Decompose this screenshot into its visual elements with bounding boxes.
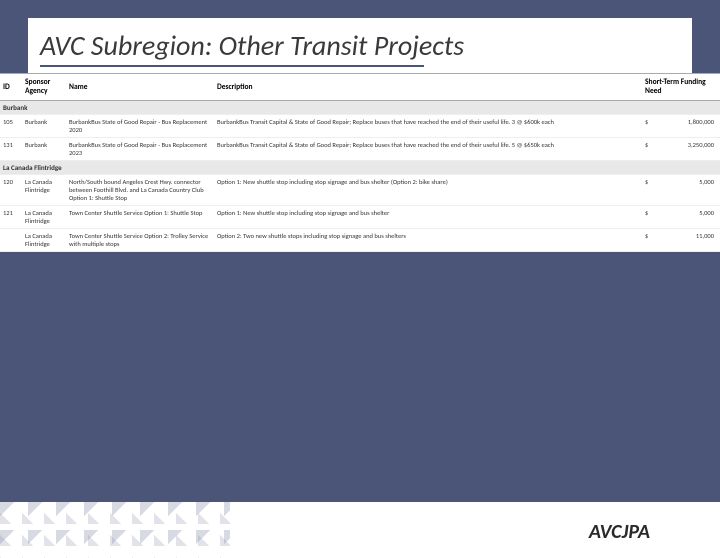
cell-id: 121 bbox=[0, 206, 22, 229]
cell-currency: $ bbox=[642, 138, 652, 161]
footer-label: AVCJPA bbox=[589, 520, 650, 544]
col-header-id: ID bbox=[0, 74, 22, 101]
table-row: 105BurbankBurbankBus State of Good Repai… bbox=[0, 115, 720, 138]
cell-amount: 5,000 bbox=[652, 175, 720, 206]
cell-currency: $ bbox=[642, 115, 652, 138]
title-area: AVC Subregion: Other Transit Projects bbox=[28, 18, 692, 73]
col-header-fund: Short-Term Funding Need bbox=[642, 74, 720, 101]
cell-id: 120 bbox=[0, 175, 22, 206]
cell-agency: Burbank bbox=[22, 115, 66, 138]
cell-name: North/South bound Angeles Crest Hwy. con… bbox=[66, 175, 214, 206]
cell-desc: BurbankBus Transit Capital & State of Go… bbox=[214, 138, 642, 161]
cell-currency: $ bbox=[642, 229, 652, 252]
col-header-name: Name bbox=[66, 74, 214, 101]
group-row: Burbank bbox=[0, 101, 720, 115]
projects-table: ID Sponsor Agency Name Description Short… bbox=[0, 73, 720, 252]
table-row: 120La Canada FlintridgeNorth/South bound… bbox=[0, 175, 720, 206]
cell-id: 131 bbox=[0, 138, 22, 161]
cell-agency: La Canada Flintridge bbox=[22, 206, 66, 229]
group-row: La Canada Flintridge bbox=[0, 161, 720, 175]
table-row: 121La Canada FlintridgeTown Center Shutt… bbox=[0, 206, 720, 229]
cell-amount: 11,000 bbox=[652, 229, 720, 252]
col-header-agency: Sponsor Agency bbox=[22, 74, 66, 101]
cell-agency: La Canada Flintridge bbox=[22, 175, 66, 206]
title-underline bbox=[40, 65, 424, 67]
cell-amount: 1,800,000 bbox=[652, 115, 720, 138]
col-header-desc: Description bbox=[214, 74, 642, 101]
footer-decoration bbox=[0, 502, 230, 558]
page-title: AVC Subregion: Other Transit Projects bbox=[40, 28, 680, 63]
cell-id bbox=[0, 229, 22, 252]
cell-currency: $ bbox=[642, 206, 652, 229]
cell-id: 105 bbox=[0, 115, 22, 138]
cell-amount: 5,000 bbox=[652, 206, 720, 229]
footer: AVCJPA bbox=[0, 502, 720, 558]
cell-amount: 3,250,000 bbox=[652, 138, 720, 161]
table-header-row: ID Sponsor Agency Name Description Short… bbox=[0, 74, 720, 101]
table-body: Burbank105BurbankBurbankBus State of Goo… bbox=[0, 101, 720, 252]
cell-desc: BurbankBus Transit Capital & State of Go… bbox=[214, 115, 642, 138]
table-row: La Canada FlintridgeTown Center Shuttle … bbox=[0, 229, 720, 252]
cell-currency: $ bbox=[642, 175, 652, 206]
cell-desc: Option 2: Two new shuttle stops includin… bbox=[214, 229, 642, 252]
cell-name: BurbankBus State of Good Repair - Bus Re… bbox=[66, 115, 214, 138]
group-label: La Canada Flintridge bbox=[0, 161, 720, 175]
cell-agency: La Canada Flintridge bbox=[22, 229, 66, 252]
cell-desc: Option 1: New shuttle stop including sto… bbox=[214, 175, 642, 206]
table-row: 131BurbankBurbankBus State of Good Repai… bbox=[0, 138, 720, 161]
projects-table-container: ID Sponsor Agency Name Description Short… bbox=[0, 73, 720, 252]
cell-name: Town Center Shuttle Service Option 2: Tr… bbox=[66, 229, 214, 252]
cell-agency: Burbank bbox=[22, 138, 66, 161]
cell-desc: Option 1: New shuttle stop including sto… bbox=[214, 206, 642, 229]
group-label: Burbank bbox=[0, 101, 720, 115]
cell-name: BurbankBus State of Good Repair - Bus Re… bbox=[66, 138, 214, 161]
cell-name: Town Center Shuttle Service Option 1: Sh… bbox=[66, 206, 214, 229]
